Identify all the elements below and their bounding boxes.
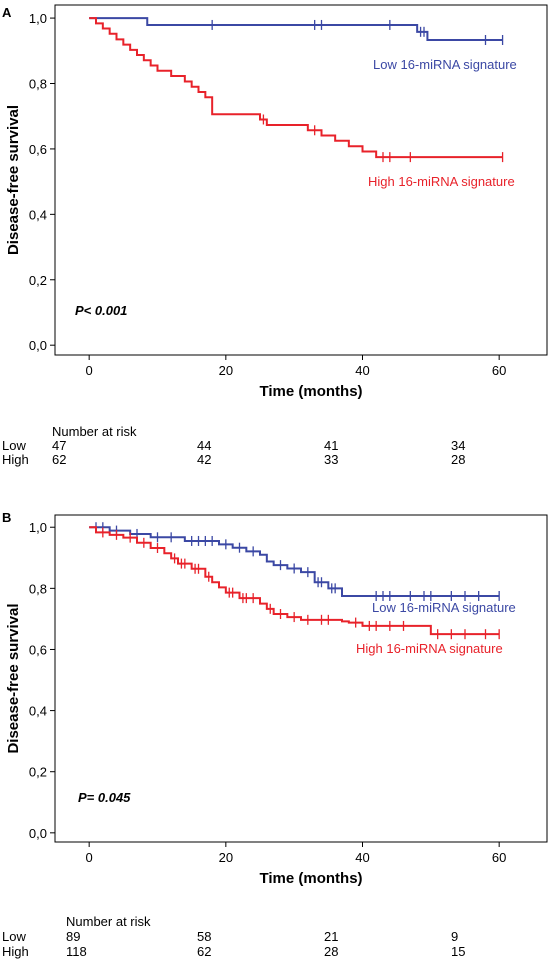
y-tick-label: 0,0 (29, 338, 47, 353)
plot-frame (54, 4, 548, 356)
risk-table-title: Number at risk (52, 424, 137, 439)
series-label-high: High 16-miRNA signature (356, 641, 503, 656)
risk-row-label-high: High (2, 452, 29, 467)
x-tick-label: 0 (86, 850, 93, 865)
series-label-low: Low 16-miRNA signature (373, 57, 517, 72)
survival-curve-low (89, 17, 503, 41)
x-tick-label: 40 (355, 363, 369, 378)
km-panel-b: B 0,0 0,2 0,4 0,6 0,8 1,0 0 20 40 60 Time (months) D… (0, 505, 550, 965)
km-plot-a: A 0,0 0,2 0,4 0,6 0,8 1,0 0 20 40 60 Time (months) D… (2, 4, 548, 400)
risk-low-t20: 58 (197, 929, 212, 944)
risk-high-t0: 118 (66, 944, 87, 959)
y-tick-label: 0,6 (29, 142, 47, 157)
x-axis-title: Time (months) (259, 383, 362, 400)
y-axis-title: Disease-free survival (5, 603, 22, 753)
risk-high-t40: 28 (324, 944, 339, 959)
risk-row-label-high: High (2, 944, 29, 959)
p-value-label: P< 0.001 (75, 303, 127, 318)
y-tick-label: 0,8 (29, 581, 47, 596)
x-tick-label: 40 (355, 850, 369, 865)
y-tick-label: 0,6 (29, 642, 47, 657)
risk-high-t40: 33 (324, 452, 339, 467)
y-tick-label: 1,0 (29, 11, 47, 26)
risk-low-t20: 44 (197, 438, 212, 453)
panel-label: B (2, 510, 11, 525)
risk-low-t0: 47 (52, 438, 67, 453)
risk-high-t60: 28 (451, 452, 466, 467)
risk-low-t0: 89 (66, 929, 81, 944)
y-tick-label: 0,8 (29, 77, 47, 92)
risk-low-t60: 34 (451, 438, 466, 453)
survival-curve-high (89, 526, 500, 636)
survival-curve-low (89, 526, 500, 597)
risk-row-label-low: Low (2, 929, 26, 944)
series-label-low: Low 16-miRNA signature (372, 600, 516, 615)
km-plot-b: B 0,0 0,2 0,4 0,6 0,8 1,0 0 20 40 60 Time (months) D… (2, 510, 548, 887)
x-axis-title: Time (months) (259, 870, 362, 887)
y-tick-label: 0,0 (29, 826, 47, 841)
km-panel-a: A 0,0 0,2 0,4 0,6 0,8 1,0 0 20 40 60 Time (months) D… (2, 4, 548, 467)
panel-label: A (2, 5, 12, 20)
risk-high-t20: 42 (197, 452, 212, 467)
risk-low-t40: 41 (324, 438, 339, 453)
p-value-label: P= 0.045 (78, 790, 131, 805)
risk-table-title: Number at risk (66, 914, 151, 929)
x-tick-label: 0 (86, 363, 93, 378)
survival-curve-high (89, 17, 503, 159)
series-label-high: High 16-miRNA signature (368, 174, 515, 189)
y-tick-label: 0,4 (29, 207, 47, 222)
y-tick-label: 0,4 (29, 704, 47, 719)
risk-low-t40: 21 (324, 929, 339, 944)
x-tick-label: 60 (492, 850, 506, 865)
risk-row-label-low: Low (2, 438, 26, 453)
x-tick-label: 20 (219, 363, 233, 378)
risk-high-t60: 15 (451, 944, 466, 959)
x-tick-label: 60 (492, 363, 506, 378)
plot-frame (54, 514, 548, 843)
risk-high-t0: 62 (52, 452, 67, 467)
y-tick-label: 1,0 (29, 520, 47, 535)
risk-high-t20: 62 (197, 944, 212, 959)
y-axis-title: Disease-free survival (5, 105, 22, 255)
y-tick-label: 0,2 (29, 273, 47, 288)
y-tick-label: 0,2 (29, 765, 47, 780)
risk-low-t60: 9 (451, 929, 459, 944)
x-tick-label: 20 (219, 850, 233, 865)
